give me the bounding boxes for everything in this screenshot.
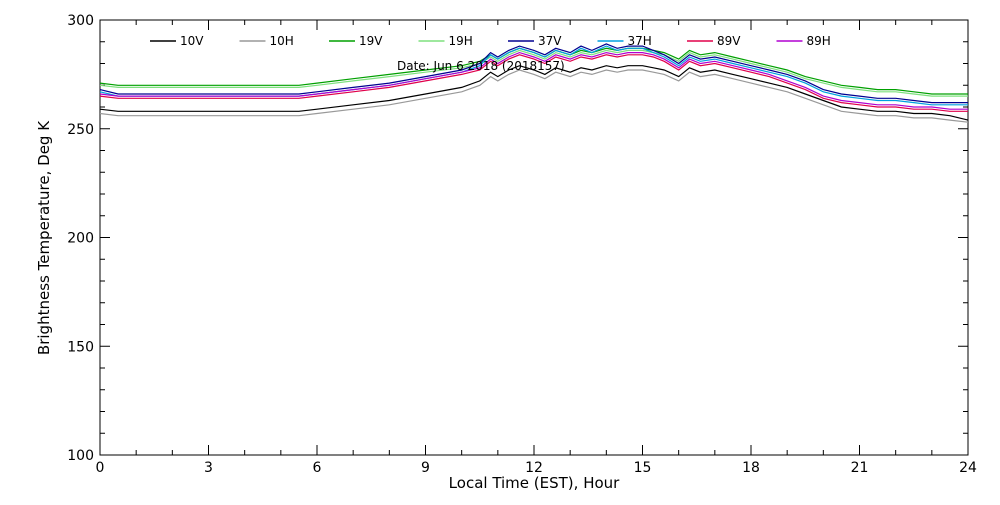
x-tick-label: 6 xyxy=(313,460,322,476)
legend-label-89v: 89V xyxy=(717,34,741,48)
x-tick-label: 12 xyxy=(525,460,543,476)
legend-label-37h: 37H xyxy=(628,34,652,48)
x-tick-label: 9 xyxy=(421,460,430,476)
x-tick-label: 18 xyxy=(742,460,760,476)
x-tick-label: 0 xyxy=(96,460,105,476)
series-line-89h xyxy=(99,51,968,110)
y-tick-label: 250 xyxy=(67,122,94,138)
legend: 10V 10H 19V 19H 37V 37H 89V 89H xyxy=(150,34,831,48)
y-tick-label: 300 xyxy=(67,13,94,29)
series-line-10h xyxy=(99,69,969,123)
series-line-37v xyxy=(99,43,968,104)
legend-label-37v: 37V xyxy=(538,34,562,48)
legend-label-89h: 89H xyxy=(807,34,831,48)
legend-label-10h: 10H xyxy=(270,34,294,48)
series-line-19h xyxy=(99,49,968,97)
legend-label-19v: 19V xyxy=(359,34,383,48)
x-axis-title: Local Time (EST), Hour xyxy=(449,474,620,492)
series-line-89v xyxy=(99,54,968,112)
axis-ticks: 0 3 6 9 12 15 18 21 24 100 150 200 250 300 xyxy=(67,13,977,476)
y-axis-title: Brightness Temperature, Deg K xyxy=(35,120,53,355)
x-tick-label: 3 xyxy=(204,460,213,476)
x-tick-label: 21 xyxy=(851,460,869,476)
y-tick-label: 200 xyxy=(67,231,94,247)
y-tick-label: 150 xyxy=(67,339,94,355)
series-lines xyxy=(99,43,969,123)
date-annotation: Date: Jun 6 2018 (2018157) xyxy=(397,59,565,73)
x-tick-label: 15 xyxy=(634,460,652,476)
legend-label-10v: 10V xyxy=(180,34,204,48)
legend-label-19h: 19H xyxy=(449,34,473,48)
x-tick-label: 24 xyxy=(959,460,977,476)
series-line-19v xyxy=(99,47,968,95)
series-line-10v xyxy=(99,65,969,121)
y-tick-label: 100 xyxy=(67,448,94,464)
